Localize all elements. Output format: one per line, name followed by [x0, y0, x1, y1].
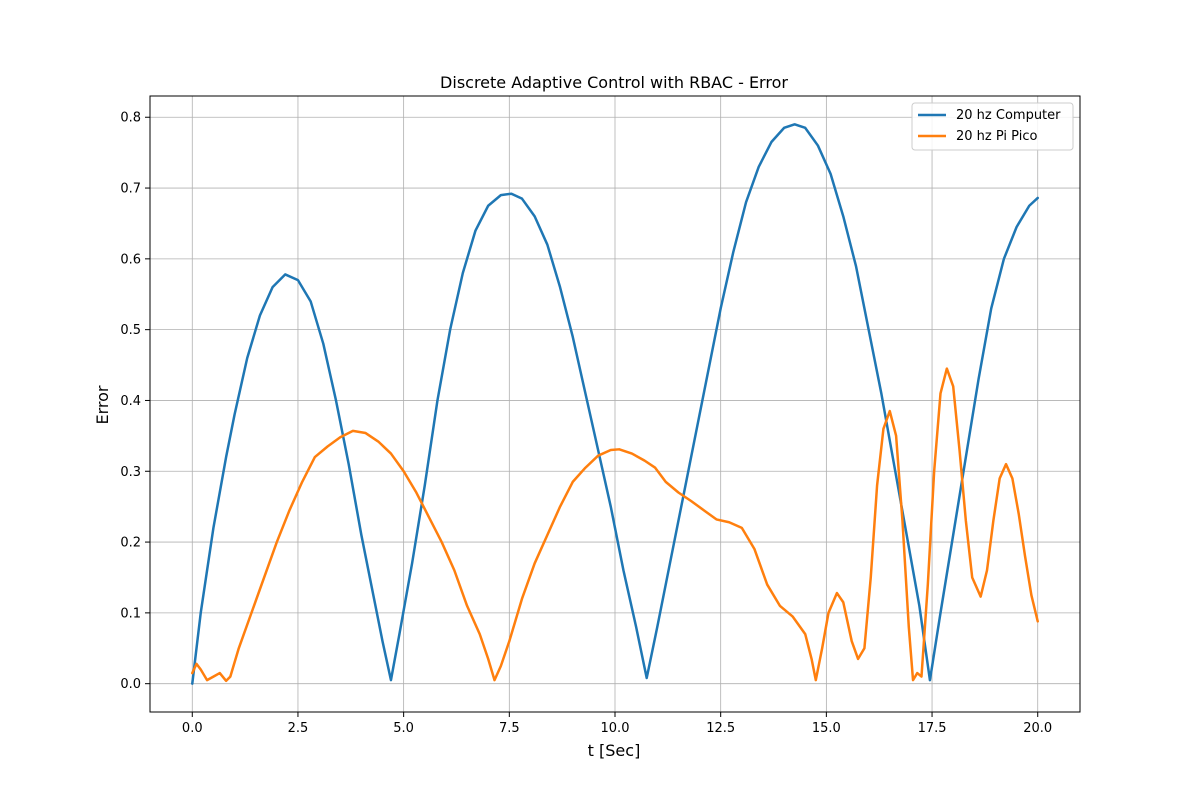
- y-tick-label: 0.1: [120, 606, 141, 621]
- y-tick-label: 0.0: [120, 677, 141, 692]
- x-axis-ticks: 0.0 2.5 5.0 7.5 10.0 12.5 15.0 17.5 20.0: [182, 712, 1052, 736]
- y-axis-ticks: 0.0 0.1 0.2 0.3 0.4 0.5 0.6 0.7 0.8: [120, 111, 150, 692]
- plot-area: 0.0 2.5 5.0 7.5 10.0 12.5 15.0 17.5 20.0 0.00.10…: [120, 95, 1081, 736]
- x-tick-label: 2.5: [288, 721, 309, 736]
- y-tick-label: 0.8: [120, 111, 141, 126]
- x-tick-label: 15.0: [812, 721, 841, 736]
- y-tick-label: 0.4: [120, 394, 141, 409]
- series-line-20-hz-pi-pico: [191, 367, 1039, 683]
- legend-label-pi-pico: 20 hz Pi Pico: [956, 129, 1037, 144]
- series-lines: [191, 123, 1039, 685]
- x-tick-label: 5.0: [393, 721, 414, 736]
- y-tick-label: 0.3: [120, 465, 141, 480]
- series-line-20-hz-computer: [191, 123, 1039, 685]
- x-tick-label: 7.5: [499, 721, 520, 736]
- chart-title: Discrete Adaptive Control with RBAC - Er…: [440, 73, 788, 92]
- x-tick-label: 20.0: [1023, 721, 1052, 736]
- x-tick-label: 17.5: [918, 721, 947, 736]
- y-tick-label: 0.6: [120, 252, 141, 267]
- x-tick-label: 10.0: [601, 721, 630, 736]
- legend: 20 hz Computer 20 hz Pi Pico: [911, 102, 1074, 151]
- legend-label-computer: 20 hz Computer: [956, 108, 1061, 123]
- y-tick-label: 0.2: [120, 536, 141, 551]
- y-tick-label: 0.7: [120, 182, 141, 197]
- x-tick-label: 12.5: [706, 721, 735, 736]
- x-axis-label: t [Sec]: [588, 741, 641, 760]
- legend-box: [911, 102, 1074, 151]
- y-axis-label: Error: [93, 385, 112, 424]
- x-tick-label: 0.0: [182, 721, 203, 736]
- y-tick-label: 0.5: [120, 323, 141, 338]
